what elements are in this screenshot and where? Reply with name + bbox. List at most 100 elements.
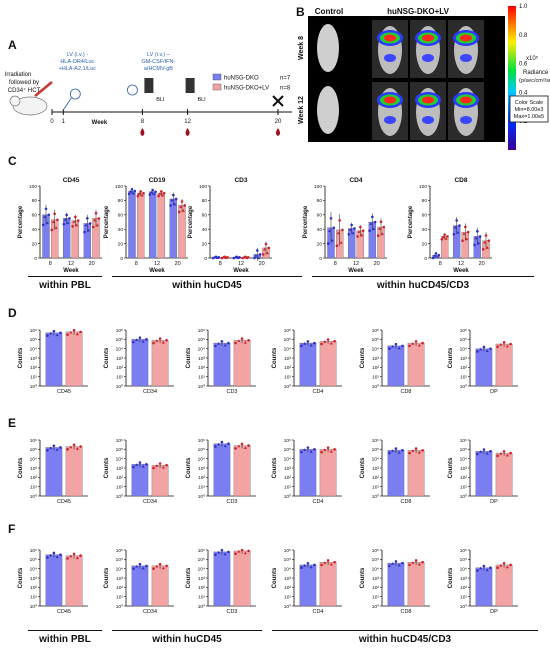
y-tick-label: 10⁵ <box>460 557 467 563</box>
y-tick-label: 10⁰ <box>372 604 379 610</box>
virus-icon <box>126 84 138 96</box>
x-axis-label: Week <box>453 268 469 274</box>
y-tick-label: 10⁵ <box>284 337 291 343</box>
syringe-icon <box>34 81 53 97</box>
bli-signal-red <box>384 96 396 104</box>
data-point <box>68 217 71 220</box>
data-point <box>217 255 221 259</box>
y-tick-label: 40 <box>202 227 208 233</box>
data-point-triangle <box>181 209 185 212</box>
y-tick-label: 10² <box>372 365 379 371</box>
data-point <box>484 234 488 237</box>
y-tick-label: 10³ <box>116 576 123 582</box>
irradiation-text-3: CD34⁺ HCT <box>8 87 41 94</box>
blood-drop-icon <box>185 128 190 136</box>
data-point-triangle <box>49 446 53 450</box>
data-point <box>408 563 411 567</box>
data-point-triangle <box>391 562 395 565</box>
data-point <box>158 562 162 566</box>
data-point <box>136 194 140 198</box>
data-point <box>482 448 486 451</box>
data-point <box>473 243 476 247</box>
x-tick-label: CD3 <box>226 499 237 505</box>
data-point <box>313 341 316 345</box>
data-point <box>214 255 218 259</box>
data-point <box>52 329 56 333</box>
data-point <box>476 350 479 353</box>
data-point <box>361 229 365 232</box>
data-point-triangle <box>499 452 503 455</box>
data-point <box>65 213 68 217</box>
bar-blue <box>45 447 63 497</box>
data-point <box>300 566 303 570</box>
data-point-triangle <box>45 221 49 224</box>
data-point <box>234 341 237 345</box>
bar-blue <box>299 564 317 607</box>
data-point-triangle <box>474 236 478 240</box>
data-point <box>162 191 166 195</box>
data-point <box>62 222 66 226</box>
timeline-week-label: 1 <box>62 119 66 125</box>
y-tick-label: 40 <box>32 227 38 233</box>
data-point <box>165 463 168 467</box>
data-point <box>502 450 506 453</box>
y-tick-label: 10¹ <box>198 374 205 380</box>
y-tick-label: 10⁶ <box>460 438 467 444</box>
y-tick-label: 80 <box>32 198 38 204</box>
data-point-triangle <box>485 246 489 249</box>
x-tick-label: 12 <box>154 261 160 267</box>
y-axis-label: Percentage <box>104 205 110 238</box>
y-tick-label: 10² <box>116 585 123 591</box>
y-tick-label: 10⁴ <box>116 346 123 352</box>
data-point <box>180 200 184 203</box>
data-point-triangle <box>378 227 382 230</box>
data-point <box>152 466 155 470</box>
data-point <box>388 451 391 455</box>
data-point <box>300 450 303 454</box>
y-tick-label: 10⁴ <box>30 456 37 462</box>
bar-red <box>65 331 83 387</box>
group-line-pbl-c <box>28 276 102 277</box>
data-point-triangle <box>505 453 509 457</box>
data-point-triangle <box>303 342 307 345</box>
bar-red <box>495 452 513 497</box>
y-tick-label: 10¹ <box>30 484 37 490</box>
data-point <box>347 232 351 236</box>
data-point-triangle <box>357 230 361 233</box>
data-point-triangle <box>243 446 247 449</box>
group-label-huCD45-f: within huCD45 <box>152 634 222 645</box>
y-tick-label: 10² <box>116 475 123 481</box>
bar-blue <box>213 443 231 497</box>
data-point <box>158 462 162 465</box>
bar-blue <box>475 567 493 607</box>
data-point <box>414 559 418 562</box>
timeline-week-title: Week <box>92 120 108 126</box>
blood-drop-icon <box>276 128 280 136</box>
data-point-triangle <box>49 331 53 335</box>
data-point <box>165 564 168 568</box>
y-tick-label: 10⁴ <box>460 566 467 572</box>
data-point <box>388 564 391 568</box>
data-point-triangle <box>391 344 395 348</box>
y-tick-label: 10⁵ <box>284 447 291 453</box>
data-point <box>79 445 82 448</box>
data-point <box>258 253 262 256</box>
data-point-triangle <box>155 464 159 467</box>
lv2-text: GM-CSF/IFN- <box>141 59 175 65</box>
data-point <box>401 561 404 565</box>
data-point-triangle <box>223 552 227 556</box>
data-point <box>44 207 48 211</box>
y-tick-label: 10⁰ <box>460 384 467 390</box>
bar-red <box>233 340 251 387</box>
data-point-triangle <box>237 339 241 342</box>
bar-red <box>407 342 425 387</box>
data-point <box>476 452 479 456</box>
bar-red <box>157 193 166 259</box>
data-point <box>496 345 499 349</box>
y-tick-label: 10¹ <box>372 374 379 380</box>
data-point <box>356 235 359 238</box>
y-tick-label: 10⁶ <box>460 548 467 554</box>
y-tick-label: 100 <box>29 184 37 190</box>
x-tick-label: CD3 <box>226 389 237 395</box>
data-point-triangle <box>263 247 267 251</box>
